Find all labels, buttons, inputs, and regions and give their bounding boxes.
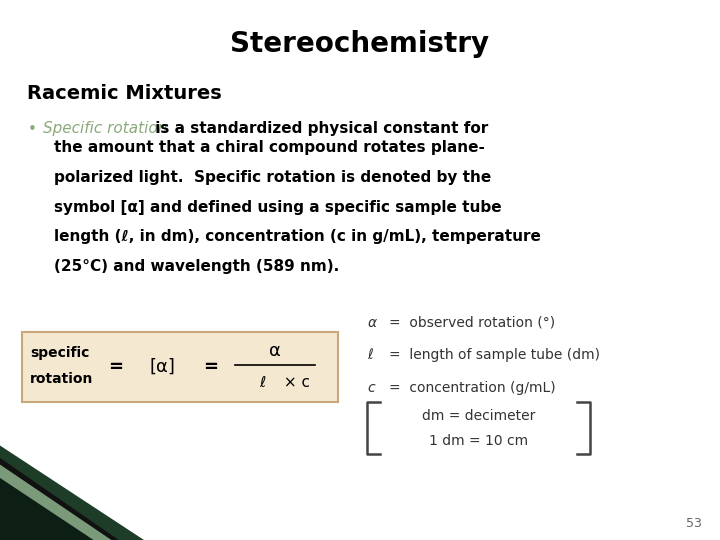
Text: 1 dm = 10 cm: 1 dm = 10 cm	[429, 434, 528, 448]
Text: is a standardized physical constant for: is a standardized physical constant for	[150, 122, 488, 137]
Text: × c: × c	[279, 375, 310, 390]
Text: specific: specific	[30, 346, 89, 360]
Text: symbol [α] and defined using a specific sample tube: symbol [α] and defined using a specific …	[54, 200, 502, 215]
Text: =  concentration (g/mL): = concentration (g/mL)	[389, 381, 555, 395]
Text: (25°C) and wavelength (589 nm).: (25°C) and wavelength (589 nm).	[54, 259, 339, 274]
Text: ℓ: ℓ	[367, 348, 373, 362]
Text: =: =	[108, 358, 122, 376]
Text: the amount that a chiral compound rotates plane-: the amount that a chiral compound rotate…	[54, 140, 485, 156]
Text: [α]: [α]	[150, 358, 176, 376]
Text: =  length of sample tube (dm): = length of sample tube (dm)	[389, 348, 600, 362]
Polygon shape	[0, 464, 112, 540]
Text: dm = decimeter: dm = decimeter	[422, 409, 536, 423]
Text: rotation: rotation	[30, 372, 94, 386]
Text: =  observed rotation (°): = observed rotation (°)	[389, 316, 555, 330]
Text: 53: 53	[686, 517, 702, 530]
Text: α: α	[269, 342, 281, 360]
Text: length (ℓ, in dm), concentration (c in g/mL), temperature: length (ℓ, in dm), concentration (c in g…	[54, 230, 541, 245]
Text: Stereochemistry: Stereochemistry	[230, 30, 490, 58]
Text: Specific rotation: Specific rotation	[43, 122, 168, 137]
Text: c: c	[367, 381, 375, 395]
Polygon shape	[0, 446, 144, 540]
Polygon shape	[0, 458, 119, 540]
FancyBboxPatch shape	[22, 332, 338, 402]
Text: ℓ: ℓ	[259, 375, 265, 390]
Polygon shape	[0, 478, 94, 540]
Text: α: α	[367, 316, 377, 330]
Text: =: =	[204, 358, 218, 376]
Text: polarized light.  Specific rotation is denoted by the: polarized light. Specific rotation is de…	[54, 170, 491, 185]
Text: •: •	[27, 122, 36, 137]
Text: Racemic Mixtures: Racemic Mixtures	[27, 84, 222, 103]
